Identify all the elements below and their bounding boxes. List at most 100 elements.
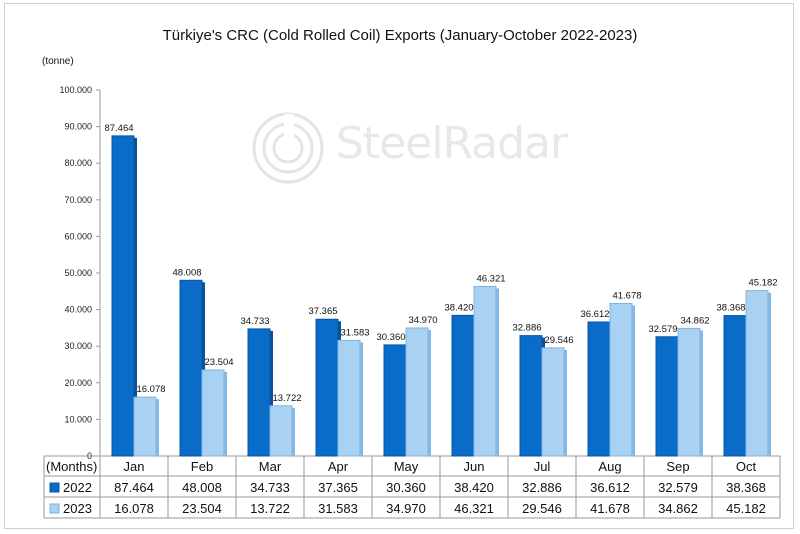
bar-side-2023	[428, 330, 431, 456]
bar-2023	[677, 327, 701, 457]
data-label-2022: 37.365	[308, 306, 337, 317]
table-cell-2023: 34.970	[386, 501, 426, 516]
bar-side-2023	[768, 292, 771, 456]
chart-frame	[4, 3, 794, 529]
table-cell-2023: 45.182	[726, 501, 766, 516]
legend-swatch-2022	[49, 482, 60, 493]
table-cell-2022: 32.886	[522, 480, 562, 495]
table-cell-2022: 87.464	[114, 480, 154, 495]
bar-side-2023	[496, 288, 499, 456]
legend-swatch-2023	[49, 503, 60, 514]
data-label-2022: 32.886	[512, 323, 541, 334]
data-label-2022: 38.420	[444, 302, 473, 313]
table-cell-2023: 31.583	[318, 501, 358, 516]
table-cell-2023: 41.678	[590, 501, 630, 516]
x-tick-label: Feb	[191, 459, 213, 474]
bar-side-2022	[134, 137, 137, 456]
y-tick-label: 70.000	[64, 195, 92, 205]
bar-side-2023	[632, 305, 635, 456]
x-tick-label: Jul	[534, 459, 551, 474]
data-label-2022: 34.733	[240, 316, 269, 327]
table-cell-2022: 48.008	[182, 480, 222, 495]
y-tick-label: 100.000	[59, 85, 92, 95]
data-label-2023: 41.678	[612, 290, 641, 301]
table-cell-2023: 46.321	[454, 501, 494, 516]
table-cell-2023: 34.862	[658, 501, 698, 516]
bar-2022	[655, 336, 679, 457]
watermark-icon	[252, 112, 324, 184]
y-tick-label: 20.000	[64, 378, 92, 388]
bar-2022	[315, 318, 339, 457]
bar-2022	[723, 315, 747, 457]
y-tick-label: 30.000	[64, 341, 92, 351]
bar-2023	[609, 302, 633, 457]
bar-2022	[111, 135, 135, 457]
data-label-2022: 87.464	[104, 123, 133, 134]
y-axis-unit-label: (tonne)	[42, 56, 74, 67]
y-tick-label: 80.000	[64, 158, 92, 168]
bar-2022	[587, 321, 611, 457]
bar-2022	[179, 279, 203, 457]
table-cell-2022: 34.733	[250, 480, 290, 495]
bar-2022	[451, 314, 475, 457]
x-tick-label: Oct	[736, 459, 757, 474]
chart-title: Türkiye's CRC (Cold Rolled Coil) Exports…	[162, 27, 638, 44]
table-cell-2022: 38.368	[726, 480, 766, 495]
x-tick-label: Apr	[328, 459, 349, 474]
x-tick-label: Sep	[666, 459, 689, 474]
bar-2022	[519, 335, 543, 457]
data-label-2023: 34.970	[408, 315, 437, 326]
bar-2022	[383, 344, 407, 457]
watermark-text: SteelRadar	[336, 118, 568, 169]
watermark-logo: SteelRadar	[250, 108, 568, 188]
data-label-2022: 32.579	[648, 324, 677, 335]
data-label-2022: 48.008	[172, 267, 201, 278]
data-label-2023: 16.078	[136, 384, 165, 395]
table-cell-2023: 29.546	[522, 501, 562, 516]
bar-2023	[201, 369, 225, 457]
bar-side-2023	[564, 349, 567, 456]
data-label-2023: 45.182	[748, 278, 777, 289]
data-label-2022: 30.360	[376, 332, 405, 343]
x-tick-label: Aug	[598, 459, 621, 474]
bar-side-2023	[224, 371, 227, 456]
table-cell-2022: 38.420	[454, 480, 494, 495]
x-tick-label: May	[394, 459, 419, 474]
table-cell-2022: 37.365	[318, 480, 358, 495]
data-label-2023: 46.321	[476, 273, 505, 284]
bar-side-2023	[700, 330, 703, 456]
bar-2023	[337, 339, 361, 457]
bar-side-2022	[202, 282, 205, 456]
legend-label-2022: 2022	[63, 480, 92, 495]
table-cell-2023: 13.722	[250, 501, 290, 516]
data-label-2023: 34.862	[680, 315, 709, 326]
bar-side-2023	[360, 342, 363, 456]
bar-2022	[247, 328, 271, 457]
bar-side-2023	[156, 399, 159, 456]
bar-2023	[269, 405, 293, 457]
table-header-months: (Months)	[46, 459, 97, 474]
table-cell-2022: 32.579	[658, 480, 698, 495]
legend-label-2023: 2023	[63, 501, 92, 516]
data-label-2023: 23.504	[204, 357, 233, 368]
data-label-2022: 38.368	[716, 303, 745, 314]
bar-2023	[133, 396, 157, 457]
bar-2023	[745, 290, 769, 457]
table-cell-2023: 16.078	[114, 501, 154, 516]
table-cell-2023: 23.504	[182, 501, 222, 516]
y-tick-label: 40.000	[64, 305, 92, 315]
table-cell-2022: 30.360	[386, 480, 426, 495]
table-cell-2022: 36.612	[590, 480, 630, 495]
x-tick-label: Jun	[464, 459, 485, 474]
data-label-2022: 36.612	[580, 309, 609, 320]
bar-2023	[541, 347, 565, 457]
x-tick-label: Mar	[259, 459, 282, 474]
x-tick-label: Jan	[124, 459, 145, 474]
data-label-2023: 29.546	[544, 335, 573, 346]
y-tick-label: 50.000	[64, 268, 92, 278]
bar-2023	[473, 285, 497, 457]
bar-2023	[405, 327, 429, 457]
bar-side-2022	[270, 330, 273, 456]
bar-side-2023	[292, 407, 295, 456]
